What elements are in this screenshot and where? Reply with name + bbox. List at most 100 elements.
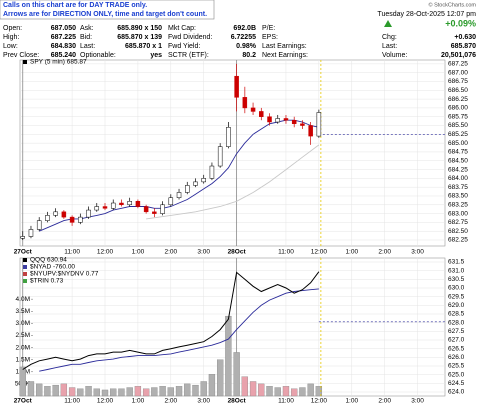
volume-tick-label: 3.0M — [16, 320, 30, 327]
y-tick-label: 626.0 — [448, 354, 465, 361]
volume-bar — [249, 381, 257, 397]
candle-body — [259, 111, 264, 117]
legend-swatch — [23, 60, 27, 64]
x-tick-label: 1:00 — [132, 398, 145, 405]
series-line — [146, 144, 320, 220]
volume-bar — [151, 387, 158, 397]
y-tick-label: 686.00 — [448, 105, 468, 112]
volume-bar — [291, 388, 298, 397]
y-tick-label: 624.0 — [448, 389, 465, 396]
volume-bar — [159, 386, 166, 397]
candle-body — [78, 216, 83, 223]
y-tick-label: 630.5 — [448, 276, 465, 283]
candle-body — [275, 118, 280, 123]
note-box — [0, 0, 215, 20]
volume-bar — [101, 389, 109, 397]
field-value: 685.870 x 1 — [125, 43, 162, 50]
date: Tuesday 28-Oct-2025 12:07 pm — [377, 11, 476, 18]
legend-swatch — [23, 258, 27, 262]
field-label: Open: — [3, 25, 22, 32]
candle-body — [226, 127, 231, 147]
candle-body — [316, 112, 322, 137]
field-label: Last: — [80, 43, 95, 50]
y-tick-label: 687.00 — [448, 69, 468, 76]
legend-label: $NYAD -760.00 — [30, 264, 75, 271]
x-tick-label: 1:00 — [345, 249, 358, 256]
candle-body — [69, 216, 75, 223]
volume-tick-label: 2.0M — [16, 344, 30, 351]
x-tick-label: 1:00 — [345, 398, 358, 405]
quote-header: © StockCharts.com Tuesday 28-Oct-2025 12… — [3, 1, 476, 58]
y-tick-label: 627.5 — [448, 328, 465, 335]
volume-bar — [36, 383, 43, 397]
volume-bar — [77, 388, 84, 397]
field-value: 685.870 x 139 — [117, 34, 162, 41]
volume-bar — [233, 352, 240, 397]
field-label: Fwd Dividend: — [168, 34, 212, 41]
field-value: 684.830 — [51, 43, 76, 50]
volume-bar — [315, 386, 323, 397]
x-tick-label: 28Oct — [228, 398, 247, 405]
volume-tick-label: 2.5M — [16, 332, 30, 339]
legend-label: SPY (5 min) 685.87 — [30, 59, 87, 66]
candle-body — [28, 229, 34, 237]
candle-body — [94, 206, 100, 211]
field-label: SCTR (ETF): — [168, 52, 209, 59]
field-value: 685.870 — [451, 43, 476, 50]
field-label: High: — [3, 34, 19, 41]
volume-bar — [258, 383, 265, 397]
x-tick-label: 11:00 — [278, 398, 294, 405]
candle-body — [201, 178, 206, 183]
volume-bar — [44, 386, 51, 397]
field-value: 685.240 — [51, 52, 76, 59]
volume-bar — [134, 386, 142, 397]
field-label: Mkt Cap: — [168, 25, 196, 32]
field-label: Last: — [382, 43, 397, 50]
note-line: Calls on this chart are for DAY TRADE on… — [3, 2, 147, 9]
legend-swatch — [23, 265, 27, 269]
volume-bar — [192, 384, 199, 397]
y-tick-label: 629.5 — [448, 293, 465, 300]
legend-swatch — [23, 272, 27, 276]
x-tick-label: 27Oct — [14, 249, 33, 256]
x-tick-label: 3:00 — [411, 398, 424, 405]
y-tick-label: 683.75 — [448, 184, 468, 191]
field-value: 20,501,076 — [441, 52, 476, 59]
volume-bar — [217, 359, 224, 397]
y-tick-label: 684.75 — [448, 149, 468, 156]
y-tick-label: 682.75 — [448, 219, 468, 226]
candle-body — [135, 201, 141, 207]
x-tick-label: 11:00 — [278, 249, 294, 256]
plot-area — [19, 257, 446, 397]
volume-bar — [126, 387, 133, 397]
field-value: 687.050 — [51, 25, 76, 32]
volume-bar — [200, 381, 207, 397]
candle-body — [234, 75, 239, 98]
y-tick-label: 685.00 — [448, 140, 468, 147]
y-tick-label: 625.0 — [448, 371, 465, 378]
x-tick-label: 3:00 — [197, 249, 210, 256]
y-tick-label: 631.5 — [448, 259, 465, 266]
volume-bar — [266, 386, 273, 397]
x-tick-label: 28Oct — [228, 249, 247, 256]
x-tick-label: 1:00 — [132, 249, 145, 256]
volume-bar — [60, 383, 68, 397]
candle-body — [86, 209, 91, 218]
y-tick-label: 686.50 — [448, 87, 468, 94]
candle-body — [61, 211, 67, 218]
candle-body — [36, 220, 42, 230]
x-tick-label: 11:00 — [64, 249, 80, 256]
candle-body — [110, 202, 116, 209]
volume-bar — [52, 384, 59, 397]
candle-body — [267, 116, 272, 123]
field-value: yes — [150, 52, 162, 59]
volume-bar — [241, 376, 248, 397]
x-tick-label: 12:00 — [97, 249, 114, 256]
field-value: 80.2 — [242, 52, 256, 59]
y-tick-label: 625.5 — [448, 363, 465, 370]
y-tick-label: 687.25 — [448, 61, 468, 68]
volume-bar — [19, 366, 26, 397]
field-label: Optionable: — [80, 52, 116, 59]
y-tick-label: 631.0 — [448, 267, 465, 274]
field-label: Volume: — [382, 52, 407, 59]
